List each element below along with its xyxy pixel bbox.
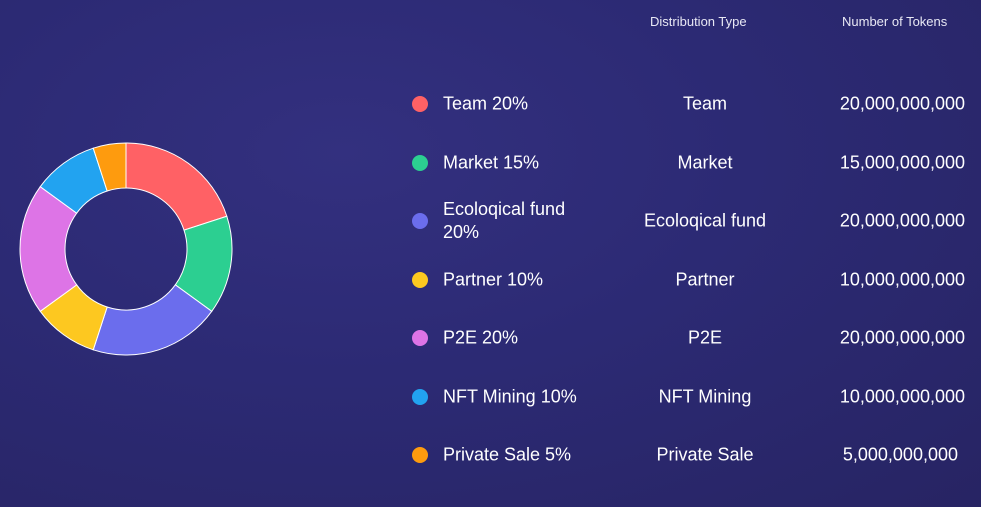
distribution-type-cell: Ecoloqical fund (643, 210, 767, 231)
legend-label: Ecoloqical fund 20% (443, 199, 566, 242)
legend-label: Team 20% (443, 93, 529, 114)
table-row: NFT Mining 10% NFT Mining 10,000,000,000 (0, 372, 981, 422)
legend-label: NFT Mining 10% (443, 386, 577, 407)
legend-label: Partner 10% (443, 269, 544, 290)
legend-dot (412, 389, 428, 405)
distribution-type-cell: P2E (687, 327, 723, 348)
table-row: Private Sale 5% Private Sale 5,000,000,0… (0, 430, 981, 480)
legend-dot (412, 330, 428, 346)
table-row: Partner 10% Partner 10,000,000,000 (0, 255, 981, 305)
table-row: P2E 20% P2E 20,000,000,000 (0, 313, 981, 363)
legend-dot (412, 213, 428, 229)
tokens-cell: 10,000,000,000 (839, 386, 965, 407)
header-distribution-type: Distribution Type (650, 14, 747, 29)
table-row: Market 15% Market 15,000,000,000 (0, 138, 981, 188)
legend-dot (412, 272, 428, 288)
table-row: Ecoloqical fund 20% Ecoloqical fund 20,0… (0, 196, 981, 246)
legend-label: Market 15% (443, 152, 540, 173)
table-row: Team 20% Team 20,000,000,000 (0, 79, 981, 129)
tokens-cell: 15,000,000,000 (839, 152, 965, 173)
tokens-cell: 20,000,000,000 (839, 210, 965, 231)
donut-chart (0, 0, 260, 507)
distribution-type-cell: Partner (675, 269, 735, 290)
tokens-cell: 20,000,000,000 (839, 93, 965, 114)
legend-dot (412, 155, 428, 171)
tokens-cell: 20,000,000,000 (839, 327, 965, 348)
distribution-type-cell: Team (682, 93, 727, 114)
donut-chart-svg (19, 142, 233, 356)
distribution-type-cell: Private Sale (656, 444, 754, 465)
donut-slice (92, 142, 127, 192)
distribution-type-cell: Market (677, 152, 733, 173)
legend-dot (412, 447, 428, 463)
legend-label: Private Sale 5% (443, 444, 572, 465)
header-number-of-tokens: Number of Tokens (842, 14, 948, 29)
legend-label: P2E 20% (443, 327, 519, 348)
legend-dot (412, 96, 428, 112)
tokens-cell: 5,000,000,000 (842, 444, 958, 465)
tokens-cell: 10,000,000,000 (839, 269, 965, 290)
distribution-type-cell: NFT Mining (658, 386, 752, 407)
